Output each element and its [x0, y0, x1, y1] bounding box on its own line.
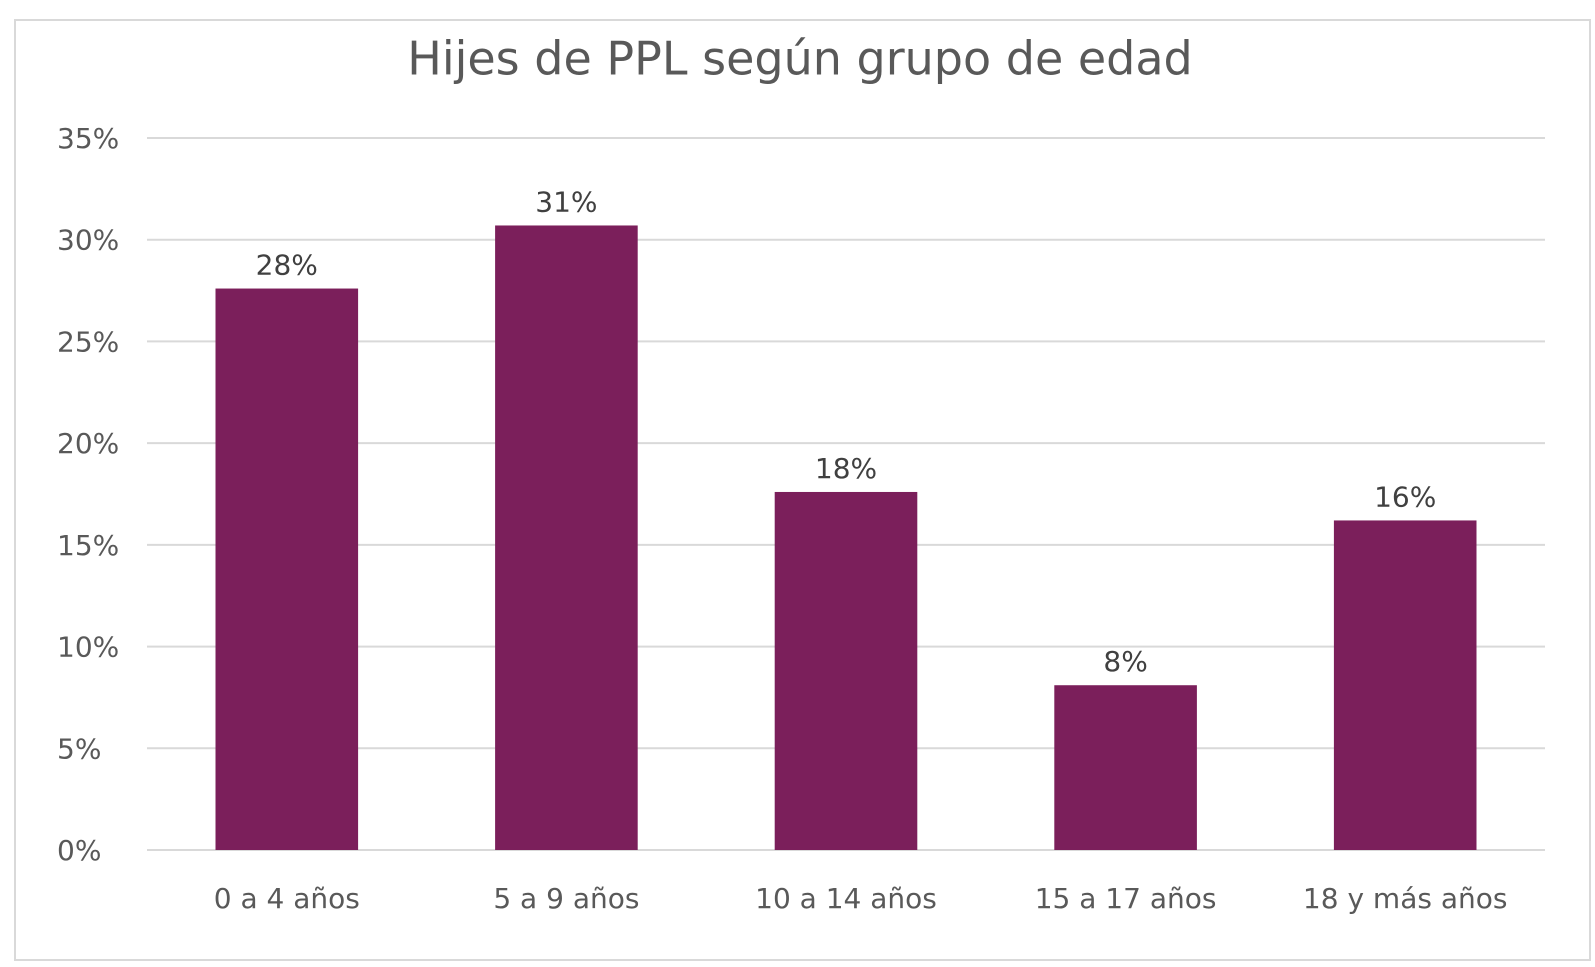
bar	[1333, 520, 1477, 850]
y-tick-label: 10%	[57, 631, 119, 664]
data-label: 16%	[1374, 480, 1436, 513]
y-tick-label: 15%	[57, 529, 119, 562]
data-label: 8%	[1103, 645, 1147, 678]
y-tick-label: 25%	[57, 325, 119, 358]
data-label: 28%	[256, 249, 318, 282]
y-tick-label: 35%	[57, 122, 119, 155]
y-tick-label: 0%	[57, 834, 101, 867]
y-tick-label: 20%	[57, 427, 119, 460]
data-label: 31%	[535, 185, 597, 218]
bar	[1054, 685, 1197, 850]
bar	[495, 225, 638, 850]
x-tick-label: 15 a 17 años	[1035, 882, 1217, 915]
data-label: 18%	[815, 452, 877, 485]
chart-title: Hijes de PPL según grupo de edad	[407, 32, 1193, 86]
y-tick-label: 5%	[57, 732, 101, 765]
y-tick-label: 30%	[57, 224, 119, 257]
x-tick-label: 5 a 9 años	[493, 882, 639, 915]
bar	[215, 288, 359, 851]
x-tick-label: 0 a 4 años	[214, 882, 360, 915]
x-tick-label: 10 a 14 años	[755, 882, 937, 915]
x-tick-label: 18 y más años	[1303, 882, 1508, 915]
bar	[774, 491, 918, 850]
